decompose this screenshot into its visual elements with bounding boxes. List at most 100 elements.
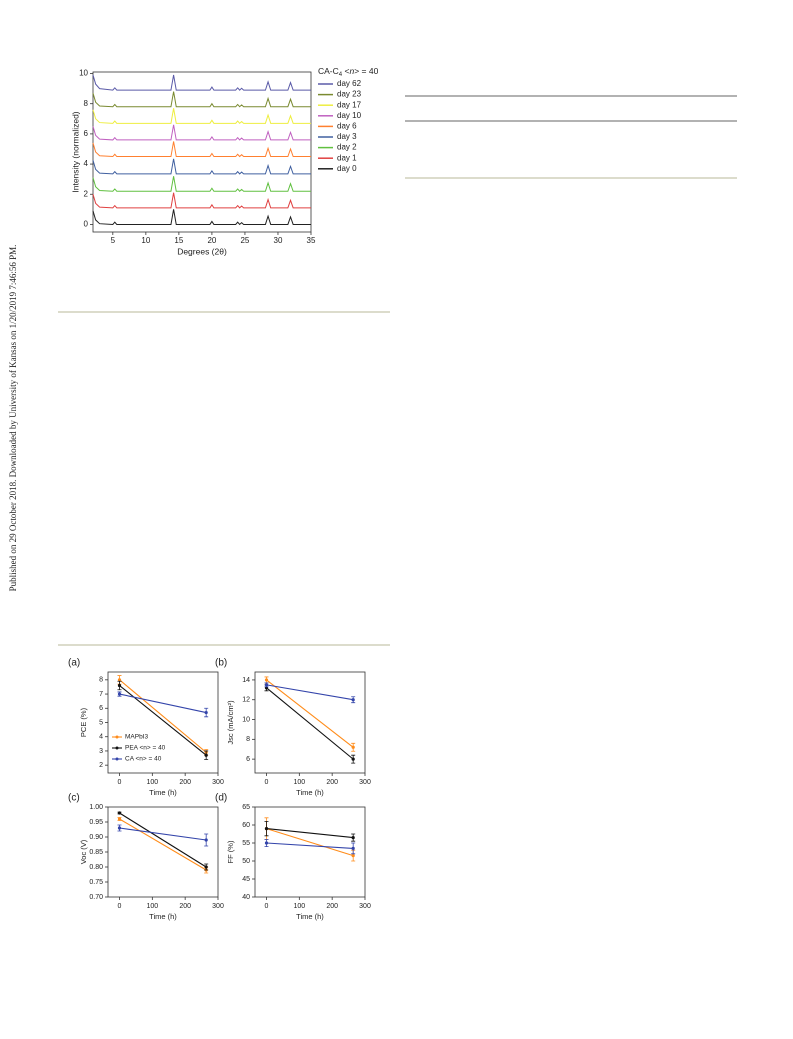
xrd-pattern: [92, 176, 311, 192]
series-line: [266, 828, 354, 839]
x-axis-label: Time (h): [149, 912, 177, 921]
x-tick-label: 300: [212, 903, 224, 910]
series-line: [266, 679, 354, 748]
panel-label: (c): [68, 793, 80, 804]
y-tick-label: 14: [242, 677, 250, 684]
plot-frame: [254, 671, 366, 774]
x-tick-label: 15: [174, 236, 183, 245]
legend-title-part: n: [349, 66, 354, 76]
y-axis-label: PCE (%): [79, 707, 88, 737]
x-tick-label: 35: [307, 236, 316, 245]
legend-label: day 10: [337, 111, 362, 120]
legend-marker: [115, 746, 119, 750]
x-tick-label: 100: [146, 779, 158, 786]
y-tick-label: 7: [99, 691, 103, 698]
y-tick-label: 10: [242, 716, 250, 723]
series-line: [119, 818, 207, 871]
x-tick-label: 200: [179, 779, 191, 786]
plot-frame: [254, 806, 366, 898]
y-tick-label: 60: [242, 822, 250, 829]
x-tick-label: 5: [111, 236, 116, 245]
y-axis-label: Voc (V): [79, 839, 88, 864]
y-axis-label: Intensity (normalized): [70, 111, 80, 192]
x-axis-label: Time (h): [296, 912, 324, 921]
sidebar-note: Published on 29 October 2018. Downloaded…: [8, 245, 18, 592]
legend-marker: [115, 735, 119, 739]
panel-label: (a): [68, 658, 80, 669]
x-tick-label: 0: [265, 903, 269, 910]
y-tick-label: 6: [99, 705, 103, 712]
x-tick-label: 100: [293, 779, 305, 786]
x-axis-label: Time (h): [149, 788, 177, 797]
y-tick-label: 45: [242, 876, 250, 883]
y-tick-label: 0.90: [89, 834, 103, 841]
panel-label: (d): [215, 793, 227, 804]
y-tick-label: 0.80: [89, 864, 103, 871]
y-tick-label: 2: [84, 189, 89, 198]
x-tick-label: 0: [118, 779, 122, 786]
x-tick-label: 300: [359, 779, 371, 786]
x-tick-label: 200: [179, 903, 191, 910]
legend-label: day 6: [337, 122, 357, 131]
y-tick-label: 6: [246, 756, 250, 763]
legend-label: day 23: [337, 90, 362, 99]
xrd-pattern: [92, 91, 311, 108]
x-tick-label: 200: [326, 903, 338, 910]
series-line: [266, 687, 354, 760]
y-axis-label: FF (%): [226, 840, 235, 863]
y-tick-label: 8: [84, 99, 89, 108]
series-line: [119, 679, 207, 753]
xrd-pattern: [92, 209, 311, 226]
legend-label: day 17: [337, 100, 362, 109]
y-tick-label: 1.00: [89, 804, 103, 811]
plot-frame: [107, 806, 219, 898]
y-tick-label: 6: [84, 129, 89, 138]
series-line: [266, 842, 354, 849]
x-tick-label: 0: [118, 903, 122, 910]
x-tick-label: 20: [207, 236, 216, 245]
y-tick-label: 65: [242, 804, 250, 811]
series-line: [119, 827, 207, 841]
y-tick-label: 2: [99, 762, 103, 769]
xrd-pattern: [92, 74, 311, 91]
xrd-pattern: [92, 141, 311, 158]
plot-frame: [92, 71, 312, 233]
xrd-pattern: [92, 158, 311, 175]
x-tick-label: 100: [146, 903, 158, 910]
series-line: [119, 812, 207, 868]
y-tick-label: 55: [242, 840, 250, 847]
y-tick-label: 0.85: [89, 849, 103, 856]
series-line: [266, 828, 354, 857]
legend-label: day 2: [337, 143, 357, 152]
y-tick-label: 0.75: [89, 879, 103, 886]
y-tick-label: 40: [242, 894, 250, 901]
x-tick-label: 30: [274, 236, 283, 245]
legend-title-part: <: [342, 66, 349, 76]
y-tick-label: 4: [84, 159, 89, 168]
y-tick-label: 3: [99, 748, 103, 755]
y-tick-label: 10: [79, 69, 88, 78]
x-axis-label: Time (h): [296, 788, 324, 797]
legend-label: MAPbI3: [125, 734, 149, 741]
y-axis-label: Jsc (mA/cm²): [226, 700, 235, 745]
y-tick-label: 12: [242, 697, 250, 704]
y-tick-label: 8: [99, 677, 103, 684]
legend-title: CA-C4 <n> = 40: [318, 66, 379, 77]
x-tick-label: 10: [141, 236, 150, 245]
series-line: [266, 684, 354, 701]
legend-title-part: CA-C: [318, 66, 339, 76]
xrd-pattern: [92, 108, 311, 125]
y-tick-label: 8: [246, 736, 250, 743]
legend-title-part: > = 40: [354, 66, 378, 76]
xrd-pattern: [92, 124, 311, 141]
legend-label: day 1: [337, 153, 357, 162]
y-tick-label: 0: [84, 220, 89, 229]
legend-marker: [115, 757, 119, 761]
legend-title-part: 4: [339, 72, 343, 78]
x-tick-label: 300: [212, 779, 224, 786]
xrd-pattern: [92, 192, 311, 209]
y-tick-label: 0.70: [89, 894, 103, 901]
x-tick-label: 200: [326, 779, 338, 786]
